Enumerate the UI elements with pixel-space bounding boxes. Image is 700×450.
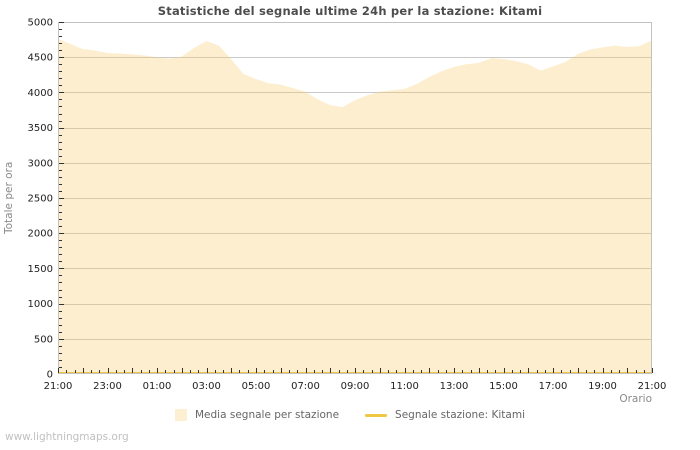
legend-area-label: Media segnale per stazione <box>194 409 340 421</box>
svg-text:0: 0 <box>47 370 53 381</box>
svg-text:03:00: 03:00 <box>192 381 221 392</box>
chart-title: Statistiche del segnale ultime 24h per l… <box>157 4 543 18</box>
x-tick-labels: 21:00 23:00 01:00 03:00 05:00 07:00 09:00 11:00… <box>44 381 667 392</box>
legend: Media segnale per stazione Segnale stazi… <box>0 409 700 421</box>
svg-text:2500: 2500 <box>28 194 53 205</box>
svg-text:23:00: 23:00 <box>93 381 122 392</box>
svg-text:21:00: 21:00 <box>638 381 667 392</box>
plot-border <box>58 22 652 374</box>
svg-text:4000: 4000 <box>28 88 53 99</box>
axis-ticks <box>58 22 653 373</box>
area-swatch-icon <box>174 409 187 421</box>
x-axis-title: Orario <box>619 393 652 405</box>
svg-text:01:00: 01:00 <box>143 381 172 392</box>
line-swatch-icon <box>365 413 388 417</box>
svg-text:19:00: 19:00 <box>588 381 617 392</box>
svg-text:09:00: 09:00 <box>341 381 370 392</box>
svg-text:05:00: 05:00 <box>242 381 271 392</box>
gridlines <box>58 57 652 340</box>
legend-line-label: Segnale stazione: Kitami <box>395 409 525 421</box>
svg-text:4500: 4500 <box>28 53 53 64</box>
legend-entry-line: Segnale stazione: Kitami <box>365 409 525 421</box>
watermark-link[interactable]: www.lightningmaps.org <box>5 431 129 443</box>
svg-text:1000: 1000 <box>28 299 53 310</box>
area-series-media-segnale <box>58 38 652 375</box>
svg-text:07:00: 07:00 <box>291 381 320 392</box>
svg-text:3000: 3000 <box>28 158 53 169</box>
y-tick-labels: 0 500 1000 1500 2000 2500 3000 3500 4000 4500 5000 <box>28 18 53 381</box>
svg-text:2000: 2000 <box>28 229 53 240</box>
svg-text:21:00: 21:00 <box>44 381 73 392</box>
svg-text:13:00: 13:00 <box>440 381 469 392</box>
svg-text:3500: 3500 <box>28 123 53 134</box>
svg-text:11:00: 11:00 <box>390 381 419 392</box>
legend-entry-area: Media segnale per stazione <box>174 409 340 421</box>
svg-text:5000: 5000 <box>28 18 53 29</box>
svg-text:15:00: 15:00 <box>489 381 518 392</box>
svg-text:17:00: 17:00 <box>539 381 568 392</box>
svg-text:1500: 1500 <box>28 264 53 275</box>
svg-text:500: 500 <box>34 334 53 345</box>
